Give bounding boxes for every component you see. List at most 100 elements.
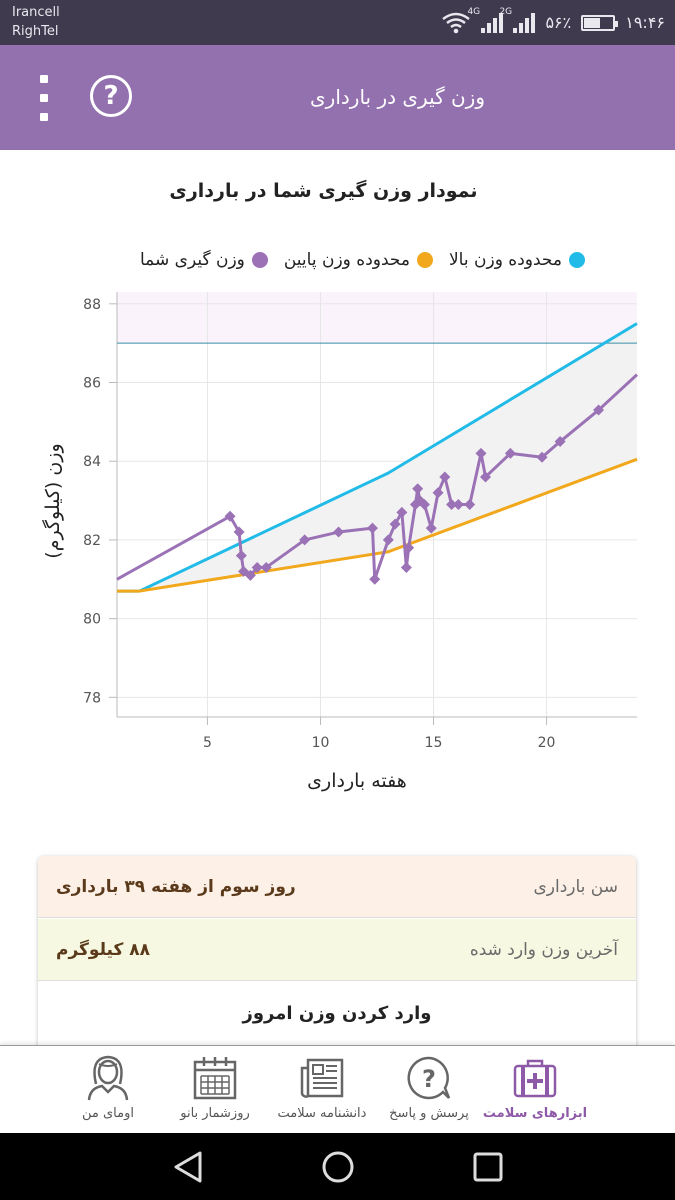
nav-label-questions: پرسش و پاسخ: [389, 1106, 469, 1121]
y-axis-label: وزن (کیلوگرم): [42, 443, 64, 559]
nav-label-my-profile: اومای من: [82, 1106, 134, 1121]
app-bar: ? وزن گیری در بارداری: [0, 45, 675, 150]
pregnancy-age-label: سن بارداری: [533, 876, 618, 897]
nav-questions[interactable]: ? پرسش و پاسخ: [369, 1046, 489, 1134]
y-tick-label: 88: [83, 297, 101, 313]
wifi-icon: [442, 12, 471, 33]
page-title: وزن گیری در بارداری: [310, 85, 485, 109]
weight-data-point: [464, 499, 476, 510]
weight-data-point: [554, 436, 566, 448]
x-axis-label: هفته بارداری: [307, 770, 407, 792]
weight-data-point: [504, 447, 516, 459]
legend-label-lower: محدوده وزن پایین: [283, 250, 410, 270]
weight-data-point: [452, 499, 464, 510]
weight-data-point: [400, 561, 412, 573]
x-tick-label: 20: [538, 735, 556, 751]
nav-encyclopedia[interactable]: دانشنامه سلامت: [262, 1046, 382, 1134]
weight-data-point: [412, 483, 424, 495]
weight-data-point: [396, 506, 408, 518]
medical-kit-icon: [513, 1059, 557, 1098]
range-fill-area: [117, 323, 637, 592]
clock: ۱۹:۴۶: [625, 13, 665, 32]
recents-icon[interactable]: [470, 1149, 506, 1185]
weight-data-point: [389, 518, 401, 530]
svg-text:?: ?: [422, 1065, 436, 1093]
lower-range-line: [117, 457, 638, 593]
upper-shaded-band: [117, 292, 637, 344]
battery-percent: ۵۶٪: [545, 13, 572, 32]
nav-health-tools[interactable]: ابزارهای سلامت: [475, 1046, 595, 1134]
woman-avatar-icon: [87, 1055, 129, 1101]
weight-chart[interactable]: 78 80 82 84 86 88 5 10 15 20: [0, 280, 675, 760]
legend-item-weight[interactable]: وزن گیری شما: [140, 250, 268, 270]
weight-data-point: [366, 522, 378, 534]
weight-data-point: [446, 499, 458, 510]
y-tick-label: 82: [83, 533, 101, 549]
nav-label-encyclopedia: دانشنامه سلامت: [277, 1106, 367, 1121]
nav-label-calendar: روزشمار بانو: [180, 1106, 250, 1121]
info-card: سن بارداری روز سوم از هفته ۳۹ بارداری آخ…: [38, 856, 636, 1056]
weight-data-point: [403, 542, 415, 554]
pregnancy-age-value: روز سوم از هفته ۳۹ بارداری: [56, 876, 296, 897]
question-bubble-icon: ?: [407, 1056, 451, 1100]
weight-data-point: [425, 522, 437, 534]
home-icon[interactable]: [320, 1149, 356, 1185]
weight-data-point: [593, 404, 605, 416]
x-tick-label: 5: [203, 735, 212, 751]
carrier-name-1: Irancell: [12, 5, 60, 20]
legend-item-upper[interactable]: محدوده وزن بالا: [449, 250, 585, 270]
weight-data-point: [439, 471, 451, 483]
legend-dot-upper: [569, 252, 585, 268]
newspaper-icon: [300, 1058, 344, 1098]
weight-data-point: [369, 573, 381, 585]
battery-icon: [581, 14, 619, 31]
last-weight-value: ۸۸ کیلوگرم: [56, 939, 151, 960]
y-tick-label: 86: [83, 376, 101, 392]
y-tick-label: 80: [83, 612, 101, 628]
x-tick-label: 10: [312, 735, 330, 751]
weight-data-point: [235, 550, 247, 562]
weight-data-point: [224, 510, 236, 522]
status-bar: Irancell RighTel 4G 2G ۵۶٪ ۱۹:۴۶: [0, 0, 675, 45]
signal-icon: 4G: [467, 7, 504, 33]
network-type-2: 2G: [499, 6, 513, 17]
weight-data-point: [418, 499, 430, 510]
chart-title: نمودار وزن گیری شما در بارداری: [169, 180, 478, 202]
back-icon[interactable]: [170, 1149, 206, 1185]
weight-data-point: [233, 526, 245, 538]
legend-item-lower[interactable]: محدوده وزن پایین: [284, 250, 433, 270]
network-type-1: 4G: [467, 6, 481, 17]
weight-data-point: [244, 569, 256, 581]
bottom-nav: ابزارهای سلامت ? پرسش و پاسخ دانشنامه سل…: [0, 1045, 675, 1134]
last-weight-row: آخرین وزن وارد شده ۸۸ کیلوگرم: [38, 919, 636, 981]
weight-data-point: [238, 565, 250, 577]
battery-fill: [584, 17, 600, 28]
signal-icon-2: 2G: [499, 7, 536, 33]
more-vert-icon[interactable]: [34, 75, 54, 121]
system-nav-bar: [0, 1133, 675, 1200]
calendar-icon: [193, 1057, 237, 1100]
y-tick-label: 78: [83, 690, 101, 706]
legend-label-upper: محدوده وزن بالا: [448, 250, 562, 270]
nav-label-health-tools: ابزارهای سلامت: [482, 1106, 588, 1121]
nav-calendar[interactable]: روزشمار بانو: [155, 1046, 275, 1134]
x-tick-label: 15: [425, 735, 443, 751]
legend-dot-lower: [416, 252, 433, 268]
legend-dot-weight: [251, 252, 268, 268]
weight-data-point: [260, 561, 272, 573]
y-tick-label: 84: [83, 454, 101, 470]
weight-data-point: [475, 447, 487, 459]
weight-data-point: [333, 526, 345, 538]
last-weight-label: آخرین وزن وارد شده: [469, 939, 618, 960]
weight-data-point: [480, 471, 492, 483]
weight-data-point: [299, 534, 311, 546]
legend-label-weight: وزن گیری شما: [139, 250, 245, 270]
weight-line: [116, 373, 639, 581]
chart-legend: محدوده وزن بالا محدوده وزن پایین وزن گیر…: [140, 250, 585, 270]
pregnancy-age-row: سن بارداری روز سوم از هفته ۳۹ بارداری: [38, 856, 636, 918]
enter-weight-button[interactable]: وارد کردن وزن امروز: [242, 1003, 432, 1024]
weight-data-point: [536, 451, 548, 463]
help-circle-icon[interactable]: ?: [90, 75, 132, 117]
nav-my-profile[interactable]: اومای من: [48, 1046, 168, 1134]
weight-data-point: [382, 534, 394, 546]
